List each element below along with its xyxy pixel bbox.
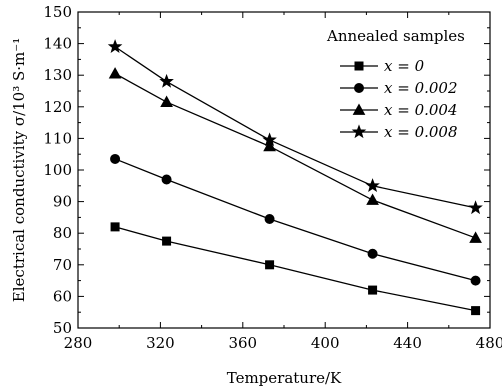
legend-entry: x = 0 [340, 57, 425, 75]
data-point [368, 285, 378, 295]
x-tick-label: 320 [146, 334, 175, 352]
series-triangle [108, 67, 482, 243]
y-tick-label: 110 [43, 129, 72, 147]
legend-marker [351, 124, 367, 139]
legend: Annealed samples x = 0 x = 0.002 x = 0.004… [326, 27, 465, 141]
legend-entry: x = 0.008 [340, 123, 458, 141]
data-point [262, 132, 277, 147]
data-point [162, 236, 172, 246]
y-tick-label: 80 [53, 224, 72, 242]
x-tick-label: 400 [311, 334, 340, 352]
data-point [469, 231, 482, 243]
y-tick-label: 150 [43, 3, 72, 21]
plot-frame [77, 11, 491, 329]
data-point [264, 213, 275, 224]
data-point [108, 67, 122, 79]
legend-entry: x = 0.002 [340, 79, 458, 97]
data-point [367, 248, 378, 259]
data-series [107, 39, 483, 316]
legend-entry: x = 0.004 [340, 101, 458, 119]
y-tick-label: 90 [53, 193, 72, 211]
legend-label: x = 0 [384, 57, 425, 75]
x-tick-label: 280 [64, 334, 93, 352]
x-tick-label: 480 [476, 334, 502, 352]
y-axis-title: Electrical conductivity σ/10³ S·m⁻¹ [10, 38, 28, 302]
data-point [470, 275, 481, 286]
y-tick-label: 60 [53, 287, 72, 305]
data-point [265, 260, 275, 270]
series-line [114, 73, 476, 239]
data-point [471, 306, 481, 316]
y-tick-label: 140 [43, 35, 72, 53]
x-tick-label: 360 [228, 334, 257, 352]
y-tick-label: 100 [43, 161, 72, 179]
series-circle [110, 153, 481, 286]
axis-ticks: 280 320 360 400 440 480 50 60 70 80 90 100 110 120 130… [43, 3, 502, 352]
series-star [107, 39, 483, 215]
legend-title: Annealed samples [326, 27, 465, 45]
legend-label: x = 0.008 [384, 123, 458, 141]
plot-border [77, 11, 491, 329]
data-point [160, 95, 173, 107]
legend-marker [354, 83, 364, 93]
data-point [110, 222, 120, 232]
y-tick-label: 70 [53, 256, 72, 274]
y-tick-label: 50 [53, 319, 72, 337]
data-point [110, 153, 121, 164]
x-tick-label: 440 [393, 334, 422, 352]
data-point [107, 39, 123, 53]
data-point [161, 174, 172, 185]
y-tick-label: 130 [43, 66, 72, 84]
data-point [263, 139, 276, 152]
data-point [366, 193, 379, 205]
data-point [365, 178, 380, 192]
legend-marker [352, 103, 366, 115]
x-axis-title: Temperature/K [227, 369, 342, 387]
data-point [159, 73, 174, 88]
legend-marker [354, 61, 364, 71]
y-tick-label: 120 [43, 98, 72, 116]
legend-label: x = 0.002 [384, 79, 458, 97]
legend-label: x = 0.004 [384, 101, 458, 119]
series-square [110, 222, 481, 316]
data-point [468, 200, 483, 215]
